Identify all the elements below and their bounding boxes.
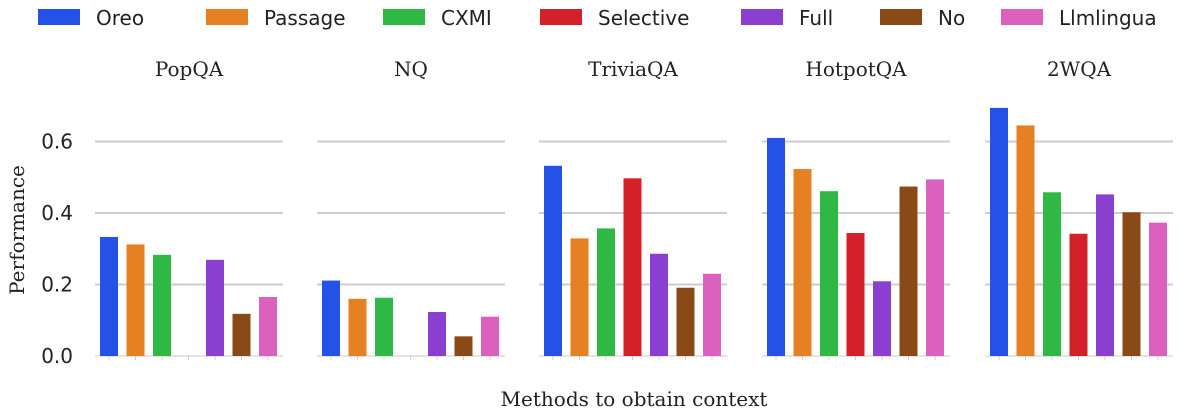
- bar-hotpotqa-selective: [846, 233, 865, 356]
- bar-triviaqa-cxmi: [597, 228, 615, 356]
- x-axis-label: Methods to obtain context: [501, 387, 768, 411]
- bar-hotpotqa-passage: [793, 169, 812, 356]
- legend-swatch-full: [741, 9, 783, 25]
- legend-swatch-selective: [540, 9, 582, 25]
- legend-label-llmlingua: Llmlingua: [1059, 6, 1157, 30]
- legend-swatch-llmlingua: [1001, 9, 1043, 25]
- bar-popqa-no: [232, 313, 251, 356]
- legend-swatch-cxmi: [383, 9, 425, 25]
- legend-swatch-passage: [206, 9, 248, 25]
- bar-nq-oreo: [322, 280, 340, 356]
- y-tick-label: 0.6: [41, 130, 73, 154]
- bar-hotpotqa-oreo: [767, 137, 785, 356]
- panel-popqa: PopQA: [95, 57, 283, 360]
- panel-title: PopQA: [155, 57, 224, 81]
- bar-2wqa-llmlingua: [1149, 222, 1167, 356]
- bar-hotpotqa-cxmi: [820, 191, 838, 356]
- bar-popqa-passage: [126, 244, 145, 356]
- legend-label-passage: Passage: [264, 6, 346, 30]
- y-axis: 0.0 0.2 0.4 0.6: [41, 130, 73, 369]
- legend-label-no: No: [938, 6, 965, 30]
- panel-title: NQ: [394, 57, 428, 81]
- bar-nq-full: [428, 312, 446, 356]
- bar-triviaqa-full: [650, 253, 668, 356]
- bar-2wqa-full: [1096, 194, 1114, 356]
- bar-triviaqa-passage: [570, 238, 589, 356]
- bar-nq-no: [454, 336, 473, 356]
- y-tick-label: 0.0: [41, 344, 73, 368]
- legend-label-selective: Selective: [598, 6, 689, 30]
- bar-popqa-oreo: [100, 236, 118, 356]
- bar-popqa-llmlingua: [259, 297, 277, 356]
- chart-panels: PopQA NQ TriviaQA HotpotQA 2WQA: [95, 57, 1173, 360]
- panel-title: TriviaQA: [588, 57, 678, 81]
- bar-triviaqa-llmlingua: [703, 273, 721, 356]
- legend-swatch-oreo: [38, 9, 80, 25]
- legend-label-full: Full: [799, 6, 833, 30]
- bar-2wqa-no: [1122, 212, 1141, 356]
- legend-swatch-no: [880, 9, 922, 25]
- legend-label-oreo: Oreo: [96, 6, 144, 30]
- bar-2wqa-cxmi: [1043, 192, 1061, 356]
- bar-triviaqa-oreo: [544, 165, 562, 356]
- panel-title: HotpotQA: [805, 57, 907, 81]
- bar-2wqa-passage: [1016, 125, 1035, 356]
- bar-popqa-cxmi: [153, 254, 171, 356]
- bar-2wqa-oreo: [990, 107, 1008, 357]
- legend: Oreo Passage CXMI Selective Full No Llmlingua: [38, 6, 1157, 30]
- bar-hotpotqa-full: [873, 281, 891, 356]
- panel-nq: NQ: [317, 57, 505, 360]
- y-tick-label: 0.2: [41, 273, 73, 297]
- panel-hotpotqa: HotpotQA: [762, 57, 950, 360]
- bar-nq-passage: [348, 298, 367, 356]
- panel-title: 2WQA: [1047, 57, 1112, 81]
- bar-hotpotqa-no: [899, 186, 918, 356]
- bar-nq-cxmi: [375, 297, 393, 356]
- y-tick-label: 0.4: [41, 201, 73, 225]
- bar-hotpotqa-llmlingua: [926, 179, 944, 356]
- bar-triviaqa-no: [676, 287, 695, 356]
- legend-label-cxmi: CXMI: [441, 6, 492, 30]
- bar-2wqa-selective: [1069, 233, 1088, 356]
- bar-nq-llmlingua: [481, 316, 499, 356]
- bar-popqa-full: [206, 259, 224, 356]
- bar-triviaqa-selective: [623, 178, 642, 356]
- panel-2wqa: 2WQA: [985, 57, 1173, 360]
- panel-triviaqa: TriviaQA: [539, 57, 727, 360]
- y-axis-label: Performance: [5, 165, 29, 295]
